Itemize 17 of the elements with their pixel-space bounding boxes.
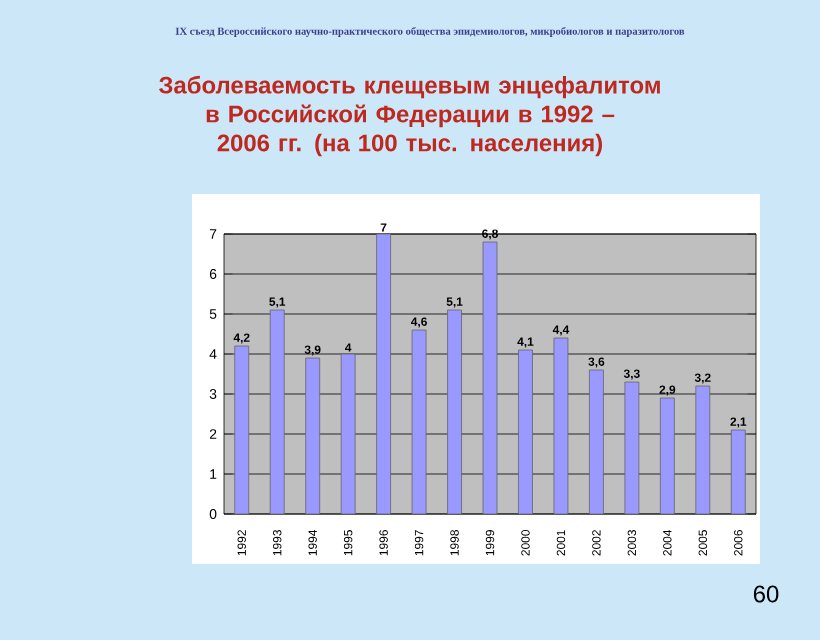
text: 60 [753, 585, 779, 603]
bar [589, 369, 604, 515]
bar [482, 241, 498, 515]
chart-title: Заболеваемость клещевым энцефалитом в Российской Федерации в 1992 – 2006 гг. (на 100 тыс. населения) [159, 75, 660, 157]
bar [269, 309, 285, 515]
bar [376, 233, 391, 515]
bar [305, 357, 321, 515]
bar [340, 353, 356, 515]
bar [447, 309, 462, 515]
bar [234, 345, 250, 515]
bar [624, 381, 640, 515]
bar [695, 385, 711, 515]
bar [411, 329, 427, 515]
bar [730, 429, 746, 515]
bar [553, 337, 569, 515]
bar [659, 397, 675, 515]
bar [518, 349, 533, 515]
